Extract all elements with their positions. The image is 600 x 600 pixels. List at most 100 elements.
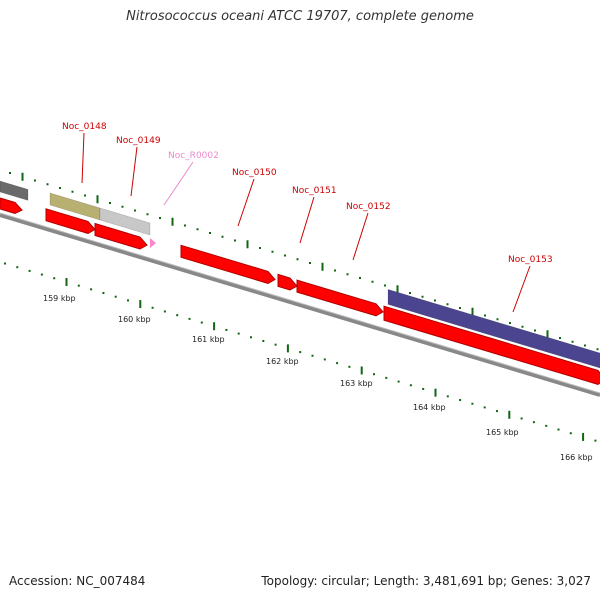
minor-tick <box>521 325 524 328</box>
minor-tick <box>434 299 436 302</box>
minor-tick <box>571 340 574 343</box>
purple-feature-bar <box>387 289 600 369</box>
label-line-noc-0152 <box>352 212 369 261</box>
minor-tick <box>184 224 186 227</box>
minor-tick <box>237 332 240 335</box>
minor-tick <box>262 339 265 342</box>
minor-tick <box>496 318 499 321</box>
minor-tick <box>4 262 6 265</box>
minor-tick <box>459 307 461 309</box>
genome-title: Nitrosococcus oceani ATCC 19707, complet… <box>126 9 474 24</box>
minor-tick <box>309 262 311 264</box>
minor-tick <box>559 337 561 339</box>
minor-tick <box>484 314 486 317</box>
scale-label: 162 kbp <box>266 357 299 366</box>
minor-tick <box>46 183 49 186</box>
minor-tick <box>446 395 449 398</box>
minor-tick <box>348 365 351 368</box>
feature-label-noc-0148: Noc_0148 <box>62 122 107 132</box>
feature-bars <box>0 180 600 369</box>
minor-tick <box>40 273 43 276</box>
minor-tick <box>59 187 61 189</box>
minor-tick <box>159 217 161 219</box>
scale-label: 160 kbp <box>118 315 151 324</box>
minor-tick <box>71 190 74 193</box>
gray-feature-bar <box>99 207 151 236</box>
minor-tick <box>409 292 411 294</box>
cds-arrow <box>0 197 23 215</box>
minor-tick <box>520 417 523 420</box>
minor-tick <box>34 179 36 182</box>
scale-label: 164 kbp <box>413 403 446 412</box>
minor-tick <box>84 194 86 197</box>
cds-arrow-noc0150 <box>180 244 276 284</box>
minor-tick <box>53 277 56 280</box>
feature-label-noc-0151: Noc_0151 <box>292 186 337 196</box>
label-line-noc-0148 <box>81 132 85 184</box>
minor-tick <box>371 280 374 283</box>
minor-tick <box>284 254 286 257</box>
minor-tick <box>16 266 19 269</box>
minor-tick <box>271 250 274 253</box>
minor-tick <box>557 428 560 431</box>
minor-tick <box>409 384 412 387</box>
dark-feature-bar <box>0 180 29 201</box>
minor-tick <box>121 205 124 208</box>
minor-tick <box>28 269 31 272</box>
label-line-noc-0153 <box>512 265 531 313</box>
minor-tick <box>151 306 154 309</box>
minor-tick <box>446 303 449 306</box>
minor-tick <box>509 322 511 324</box>
minor-tick <box>545 424 548 427</box>
cds-arrow-noc0151 <box>277 273 298 291</box>
minor-tick <box>176 314 179 317</box>
minor-tick <box>334 269 336 272</box>
genome-backbone <box>0 212 600 397</box>
feature-label-noc-0153: Noc_0153 <box>508 255 553 265</box>
scale-ticks <box>4 172 599 442</box>
minor-tick <box>274 343 277 346</box>
cds-arrow-noc0153 <box>383 305 600 385</box>
minor-tick <box>234 239 236 242</box>
backbone-highlight <box>0 212 600 394</box>
minor-tick <box>459 399 462 402</box>
genome-summary-text: Topology: circular; Length: 3,481,691 bp… <box>261 574 591 588</box>
minor-tick <box>296 258 299 261</box>
minor-tick <box>397 380 400 383</box>
minor-tick <box>225 328 228 331</box>
scale-label: 166 kbp <box>560 453 593 462</box>
minor-tick <box>422 387 425 390</box>
minor-tick <box>114 295 117 298</box>
minor-tick <box>221 235 224 238</box>
feature-label-noc-0152: Noc_0152 <box>346 202 391 212</box>
minor-tick <box>200 321 203 324</box>
minor-tick <box>532 421 535 424</box>
minor-tick <box>209 232 211 234</box>
label-line-noc-r0002 <box>163 161 194 206</box>
scale-label: 165 kbp <box>486 428 519 437</box>
label-line-noc-0151 <box>299 196 315 244</box>
minor-tick <box>311 354 314 357</box>
minor-tick <box>102 292 105 295</box>
minor-tick <box>188 317 191 320</box>
feature-label-noc-0149: Noc_0149 <box>116 136 161 146</box>
minor-tick <box>384 284 386 287</box>
minor-tick <box>134 209 136 212</box>
accession-text: Accession: NC_007484 <box>9 574 146 588</box>
minor-tick <box>259 247 261 249</box>
feature-label-noc-0150: Noc_0150 <box>232 168 277 178</box>
minor-tick <box>483 406 486 409</box>
minor-tick <box>9 172 11 174</box>
minor-tick <box>594 439 597 442</box>
minor-tick <box>196 228 199 231</box>
minor-tick <box>496 410 498 413</box>
label-line-noc-0150 <box>237 178 255 227</box>
minor-tick <box>471 402 474 405</box>
scale-label: 159 kbp <box>43 294 76 303</box>
minor-tick <box>77 284 80 287</box>
minor-tick <box>584 344 586 347</box>
backbone-line <box>0 213 600 397</box>
feature-label-noc-r0002: Noc_R0002 <box>168 151 219 161</box>
minor-tick <box>421 295 424 298</box>
